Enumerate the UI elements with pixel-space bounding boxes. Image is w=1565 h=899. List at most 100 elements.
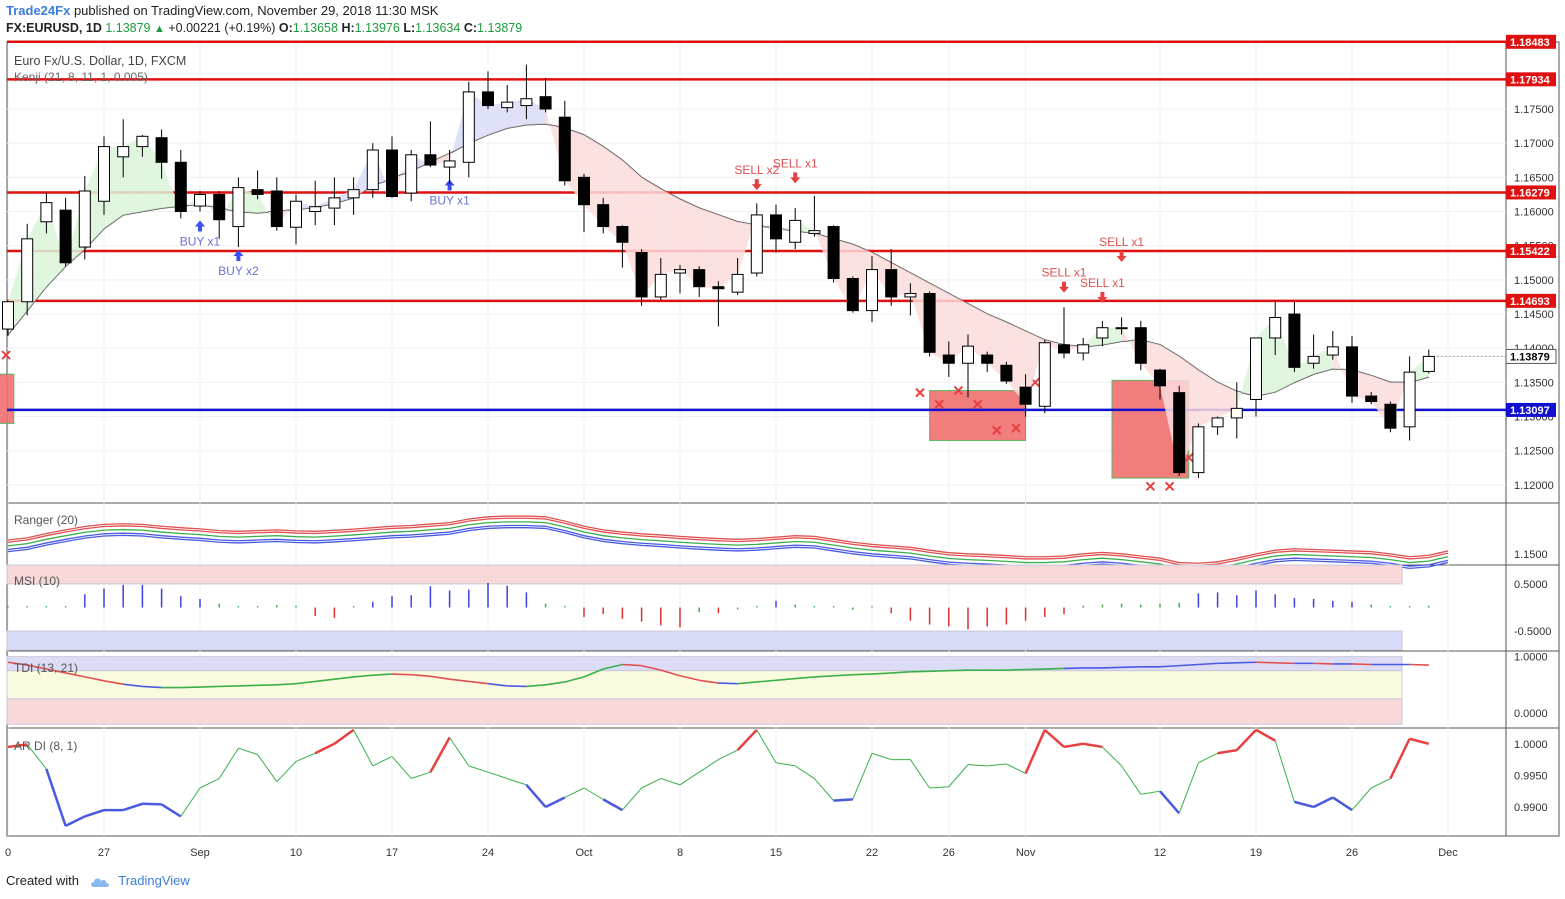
- ardi-segment: [65, 815, 86, 828]
- tdi-title: TDI (13, 21): [14, 661, 78, 675]
- level-label-bg: [1506, 402, 1556, 417]
- tdi-segment: [1313, 662, 1333, 665]
- y-tick-label: 0.9950: [1514, 770, 1548, 782]
- candle-body: [1346, 346, 1358, 397]
- ardi-segment: [679, 771, 700, 786]
- candle-body: [750, 214, 763, 274]
- buy-arrow-icon: [444, 179, 455, 191]
- stop-zone: [929, 390, 1027, 441]
- ardi-segment: [698, 759, 719, 773]
- tdi-segment: [526, 683, 546, 688]
- tdi-segment: [1025, 668, 1045, 671]
- x-tick-label: Sep: [190, 847, 210, 859]
- candle-body: [232, 187, 245, 228]
- ardi-title: AR DI (8, 1): [14, 739, 77, 753]
- candle-body: [616, 226, 629, 243]
- tdi-segment: [276, 682, 297, 686]
- candle-body: [635, 252, 648, 298]
- candle-body: [155, 137, 168, 163]
- tdi-band: [6, 670, 1403, 700]
- ardi-segment: [564, 787, 585, 798]
- level-label-bg: [1506, 34, 1556, 49]
- tdi-segment: [775, 677, 796, 682]
- y-tick-label: 1.0000: [1514, 739, 1548, 751]
- tdi-segment: [468, 680, 489, 685]
- tdi-segment: [334, 676, 354, 680]
- candle-body: [1096, 327, 1109, 339]
- candle-body: [789, 219, 802, 243]
- tdi-segment: [1217, 662, 1237, 665]
- close-label: C:: [463, 21, 478, 35]
- y-tick-label: 1.15000: [1514, 275, 1554, 287]
- candle-body: [558, 116, 571, 182]
- tdi-segment: [833, 673, 853, 677]
- ardi-segment: [84, 808, 105, 818]
- candle-body: [136, 135, 149, 148]
- candle-body: [2, 301, 14, 330]
- ardi-segment: [814, 778, 834, 801]
- ardi-segment: [736, 729, 758, 751]
- footer: Created with TradingView: [6, 873, 190, 888]
- tdi-segment: [699, 679, 719, 684]
- candle-body: [1288, 313, 1301, 368]
- level-label: 1.14693: [1510, 296, 1550, 308]
- candle-body: [923, 293, 936, 353]
- sell-signal-label: SELL x1: [1042, 266, 1087, 280]
- y-tick-label: 1.12500: [1514, 446, 1554, 458]
- cloud-segment: [1332, 346, 1352, 397]
- ardi-segment: [1159, 790, 1181, 815]
- up-triangle-icon: ▲: [154, 23, 165, 35]
- tradingview-link[interactable]: TradingView: [118, 873, 190, 888]
- indicator-label: Kenji (21, 8, 11, 1, 0.005): [14, 70, 148, 84]
- candle-body: [1038, 342, 1051, 407]
- tdi-segment: [1063, 667, 1084, 670]
- ardi-segment: [314, 742, 335, 755]
- candle-body: [1326, 346, 1339, 356]
- ardi-segment: [852, 753, 873, 800]
- x-tick-label: 10: [290, 847, 302, 859]
- stop-zone: [0, 373, 15, 424]
- stop-cross-icon: [915, 387, 925, 398]
- ardi-segment: [238, 747, 258, 756]
- candle-body: [174, 161, 187, 213]
- msi-pane: 0.5000 -0.5000 MSI (10): [6, 564, 1551, 651]
- ardi-segment: [718, 749, 738, 761]
- x-tick-label: 17: [386, 847, 398, 859]
- cloud-segment: [200, 194, 220, 220]
- tdi-segment: [718, 682, 738, 685]
- ardi-segment: [295, 752, 316, 762]
- ardi-segment: [429, 736, 451, 773]
- author-link[interactable]: Trade24Fx: [6, 3, 71, 18]
- y-tick-label: 0.5000: [1514, 579, 1548, 591]
- tdi-segment: [219, 685, 239, 688]
- x-tick-label: 26: [1346, 847, 1358, 859]
- ardi-segment: [1389, 738, 1411, 780]
- ardi-segment: [372, 755, 393, 767]
- tdi-segment: [199, 685, 220, 688]
- ardi-segment: [276, 761, 297, 783]
- ardi-segment: [929, 786, 949, 789]
- tdi-segment: [583, 668, 604, 678]
- level-label: 1.18483: [1510, 37, 1550, 49]
- ardi-segment: [833, 798, 853, 802]
- ardi-segment: [545, 796, 566, 809]
- cloud-segment: [46, 202, 66, 287]
- ardi-segment: [622, 787, 642, 811]
- x-tick-label: 8: [677, 847, 683, 859]
- last-price-label-bg: [1505, 348, 1557, 364]
- ardi-segment: [142, 802, 162, 806]
- candle-body: [1211, 417, 1224, 428]
- tdi-segment: [238, 684, 258, 687]
- published-line: Trade24Fx published on TradingView.com, …: [6, 3, 438, 18]
- tdi-segment: [1275, 662, 1295, 665]
- x-tick-label: Nov: [1016, 847, 1036, 859]
- tdi-segment: [1255, 661, 1276, 664]
- buy-signal-label: BUY x2: [218, 264, 259, 278]
- candle-body: [1230, 407, 1243, 419]
- ranger-line: [7, 515, 1449, 564]
- ardi-segment: [468, 765, 489, 773]
- candle-body: [1269, 316, 1282, 339]
- ardi-segment: [218, 747, 239, 779]
- candle-body: [904, 293, 917, 298]
